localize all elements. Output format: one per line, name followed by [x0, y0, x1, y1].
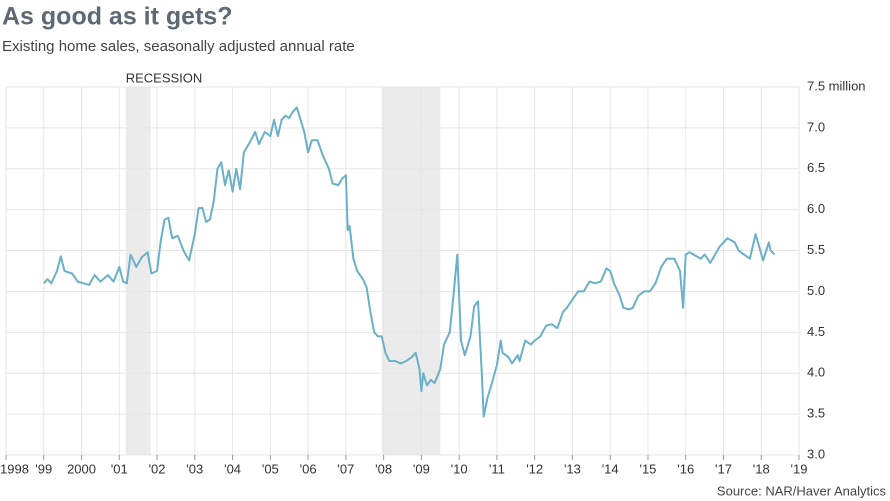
- x-tick-label: '05: [262, 461, 279, 476]
- chart-title: As good as it gets?: [2, 3, 233, 31]
- y-tick-label: 6.0: [807, 201, 825, 216]
- x-tick-label: '03: [186, 461, 203, 476]
- y-tick-label: 7.0: [807, 119, 825, 134]
- recession-band: [125, 87, 151, 455]
- x-tick-label: '14: [602, 461, 619, 476]
- x-tick-label: '08: [375, 461, 392, 476]
- y-tick-label: 4.5: [807, 324, 825, 339]
- x-tick-label: '02: [149, 461, 166, 476]
- x-tick-label: '11: [489, 461, 505, 476]
- x-tick-label: '01: [111, 461, 128, 476]
- x-tick-label: '16: [677, 461, 694, 476]
- y-tick-label: 4.0: [807, 365, 825, 380]
- x-tick-label: '19: [791, 461, 808, 476]
- y-tick-label: 5.5: [807, 242, 825, 257]
- x-tick-label: '13: [564, 461, 581, 476]
- x-tick-label: '18: [753, 461, 770, 476]
- x-tick-label: 1998: [0, 461, 29, 476]
- x-tick-label: '99: [35, 461, 52, 476]
- recession-band: [381, 87, 441, 455]
- chart-subtitle: Existing home sales, seasonally adjusted…: [2, 38, 355, 55]
- x-tick-label: '07: [337, 461, 354, 476]
- x-tick-label: '17: [715, 461, 732, 476]
- x-tick-label: 2000: [67, 461, 96, 476]
- source: Source: NAR/Haver Analytics: [717, 483, 887, 498]
- y-tick-label: 3.0: [807, 446, 825, 461]
- x-tick-label: '10: [451, 461, 468, 476]
- y-tick-label: 7.5 million: [807, 78, 866, 93]
- y-tick-label: 5.0: [807, 283, 825, 298]
- data-line: [43, 106, 776, 418]
- y-tick-label: 3.5: [807, 406, 825, 421]
- x-tick-label: '15: [639, 461, 656, 476]
- x-tick-label: '09: [413, 461, 430, 476]
- annotation: RECESSION: [126, 70, 203, 85]
- y-tick-label: 6.5: [807, 160, 825, 175]
- x-tick-label: '06: [300, 461, 317, 476]
- x-tick-label: '04: [224, 461, 241, 476]
- x-tick-label: '12: [526, 461, 543, 476]
